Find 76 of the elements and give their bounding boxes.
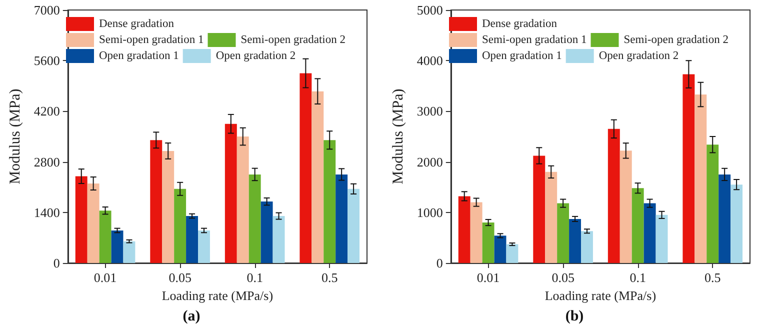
bar xyxy=(494,236,506,263)
bar xyxy=(470,202,482,263)
x-axis-title: Loading rate (MPa/s) xyxy=(162,288,274,303)
y-tick-label: 5000 xyxy=(416,2,443,18)
bar xyxy=(272,216,285,263)
bar xyxy=(730,184,743,263)
y-tick-label: 5600 xyxy=(34,53,60,68)
legend-label: Semi-open gradation 2 xyxy=(240,34,346,46)
legend-label: Dense gradation xyxy=(482,18,558,30)
x-tick-label: 0.1 xyxy=(630,270,646,285)
bar xyxy=(682,74,695,263)
bar xyxy=(260,202,273,263)
x-tick-label: 0.1 xyxy=(246,270,263,285)
x-tick-label: 0.5 xyxy=(704,270,721,285)
bar xyxy=(608,128,620,263)
bar xyxy=(198,230,210,263)
bar xyxy=(186,216,198,263)
y-tick-label: 1400 xyxy=(34,204,60,220)
bar xyxy=(174,188,186,263)
bar xyxy=(162,150,174,263)
bar xyxy=(348,188,360,263)
x-tick-label: 0.01 xyxy=(476,270,500,285)
text: (a) xyxy=(182,308,200,324)
y-tick-label: 4200 xyxy=(34,104,60,119)
bar xyxy=(482,222,494,263)
x-tick-label: 0.5 xyxy=(321,270,338,285)
x-axis-title: Loading rate (MPa/s) xyxy=(544,288,656,303)
legend-label: Open gradation 2 xyxy=(216,50,296,62)
bar xyxy=(557,203,570,263)
bar xyxy=(99,210,112,263)
y-tick-label: 2000 xyxy=(416,154,443,170)
bar xyxy=(324,140,336,263)
y-tick-label: 2800 xyxy=(34,154,60,170)
bar xyxy=(236,136,249,263)
y-tick-label: 1000 xyxy=(416,204,443,220)
legend-label: Open gradation 1 xyxy=(99,50,180,62)
y-tick-label: 4000 xyxy=(416,53,443,68)
bar xyxy=(458,196,470,263)
legend-label: Semi-open gradation 1 xyxy=(99,34,204,46)
bar xyxy=(248,174,261,263)
bar xyxy=(506,244,518,263)
bar xyxy=(581,231,593,263)
legend-label: Semi-open gradation 1 xyxy=(482,34,587,46)
bar xyxy=(123,241,136,263)
y-tick-label: 3000 xyxy=(416,104,443,119)
y-axis-title: Modulus (MPa) xyxy=(8,88,24,184)
x-tick-label: 0.05 xyxy=(168,270,192,285)
legend-label: Open gradation 2 xyxy=(598,50,679,62)
y-axis-title: Modulus (MPa) xyxy=(390,88,406,184)
bar xyxy=(569,218,582,263)
bar xyxy=(706,144,719,263)
bar xyxy=(150,140,162,263)
y-tick-label: 0 xyxy=(436,256,443,270)
legend-label: Semi-open gradation 2 xyxy=(624,34,729,46)
bar xyxy=(75,176,88,263)
bar xyxy=(545,172,558,263)
y-tick-label: 7000 xyxy=(34,2,60,18)
x-tick-label: 0.01 xyxy=(94,270,117,285)
bar xyxy=(87,183,100,263)
x-tick-label: 0.05 xyxy=(552,270,574,285)
y-tick-label: 0 xyxy=(53,256,60,270)
bar xyxy=(111,230,124,263)
bar xyxy=(656,214,668,263)
bar xyxy=(694,94,707,263)
bar xyxy=(632,188,644,263)
text: (b) xyxy=(565,308,584,324)
bar xyxy=(336,174,348,263)
bar xyxy=(718,174,731,263)
bar xyxy=(224,124,237,263)
bar xyxy=(533,156,546,263)
bar xyxy=(312,91,324,263)
legend-label: Dense gradation xyxy=(99,18,174,30)
bar xyxy=(620,150,632,263)
bar xyxy=(644,203,656,263)
bar xyxy=(300,73,312,263)
legend-label: Open gradation 1 xyxy=(482,50,562,62)
